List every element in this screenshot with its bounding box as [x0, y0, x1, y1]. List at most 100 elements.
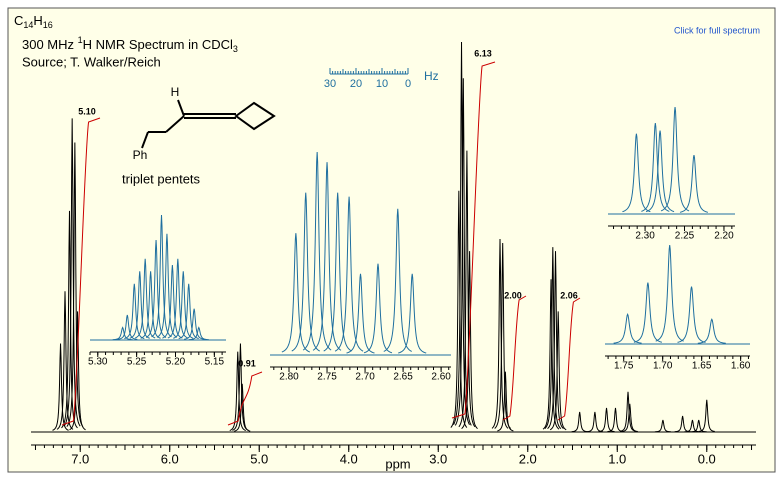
integral-label: 0.91	[238, 358, 256, 368]
peak	[129, 271, 150, 339]
peak	[188, 326, 209, 341]
peak	[450, 190, 468, 428]
integral-curve	[451, 61, 496, 419]
x-tick-label: 3.0	[429, 451, 447, 466]
structure	[141, 99, 276, 149]
integral-curve	[557, 297, 581, 421]
peak	[677, 286, 706, 343]
peak	[461, 251, 478, 430]
h-label: H	[171, 85, 180, 99]
integral-curve	[61, 117, 101, 426]
peak	[151, 214, 172, 338]
hz-tick-label: 20	[350, 78, 362, 90]
peak	[571, 411, 588, 433]
peak	[52, 343, 69, 431]
peak	[491, 239, 509, 429]
integral-label: 6.13	[474, 48, 492, 58]
peak	[549, 311, 567, 431]
title: 300 MHz 1H NMR Spectrum in CDCl3	[22, 35, 238, 54]
peak	[156, 233, 178, 338]
peak	[660, 106, 690, 212]
peak	[63, 118, 81, 427]
peak	[542, 279, 560, 430]
peak	[229, 351, 246, 431]
x-tick-label: 1.75	[614, 361, 634, 372]
peak	[547, 251, 564, 430]
peak	[645, 130, 675, 213]
source: Source; T. Walker/Reich	[22, 54, 161, 69]
formula-part: 14	[23, 20, 33, 30]
peak	[145, 239, 167, 338]
bond	[177, 99, 185, 117]
x-tick-label: 2.30	[635, 231, 655, 242]
hz-unit: Hz	[424, 69, 439, 83]
x-tick-label: 6.0	[161, 451, 179, 466]
peak	[184, 308, 205, 340]
peak	[598, 407, 615, 433]
x-tick-label: 2.65	[393, 372, 413, 383]
frame	[7, 7, 776, 473]
peak	[134, 258, 156, 339]
peak	[684, 419, 701, 433]
peak	[621, 403, 638, 432]
peak	[56, 291, 74, 430]
x-tick-label: 2.75	[317, 372, 337, 383]
title-part: 1	[78, 35, 83, 45]
x-tick-label: 7.0	[71, 451, 89, 466]
peak	[302, 151, 332, 351]
integral-label: 2.06	[560, 290, 578, 300]
peak	[497, 371, 514, 432]
peak	[124, 283, 145, 340]
caption: triplet pentets	[122, 171, 201, 186]
peak	[167, 258, 189, 339]
x-tick-label: 2.25	[675, 231, 695, 242]
peak	[654, 419, 671, 433]
x-tick-label: 5.15	[205, 357, 225, 368]
full-spectrum-link[interactable]: Click for full spectrum	[674, 25, 760, 35]
peak	[112, 326, 133, 341]
integral-label: 5.10	[78, 106, 96, 116]
hz-tick-label: 30	[324, 78, 336, 90]
x-tick-label: 1.60	[731, 361, 751, 372]
peak	[458, 150, 476, 428]
formula-part: 16	[43, 20, 53, 30]
x-tick-label: 0.0	[698, 451, 716, 466]
peak	[140, 271, 161, 339]
integral-curve	[227, 371, 263, 426]
peak	[544, 247, 562, 429]
x-tick-label: 5.30	[88, 357, 108, 368]
title-part: 300 MHz	[22, 37, 78, 52]
peak	[613, 312, 642, 344]
peak	[655, 244, 684, 342]
peak	[69, 311, 86, 431]
x-tick-label: 2.60	[431, 372, 451, 383]
title-part: 3	[233, 44, 238, 54]
x-tick-label: 5.20	[166, 357, 186, 368]
peak	[453, 42, 470, 425]
peak	[312, 162, 342, 351]
ph-label: Ph	[133, 148, 148, 162]
peak	[398, 273, 427, 354]
peak	[117, 314, 138, 340]
peak	[66, 142, 84, 427]
peak	[346, 273, 375, 354]
title-part: H NMR Spectrum in CDCl	[83, 37, 233, 52]
x-tick-label: 2.0	[519, 451, 537, 466]
ring	[234, 101, 276, 131]
peak	[383, 208, 412, 352]
peak	[291, 192, 320, 352]
formula-part: C	[14, 13, 23, 28]
peak	[698, 399, 715, 432]
peak	[334, 196, 364, 352]
peak	[323, 192, 352, 352]
hz-tick-label: 10	[376, 78, 388, 90]
peak	[61, 210, 78, 429]
integral-curve	[502, 295, 527, 421]
peak	[454, 78, 472, 426]
peak	[162, 264, 183, 339]
x-axis-label: ppm	[385, 456, 410, 471]
integral-label: 2.00	[504, 290, 522, 300]
bond	[165, 115, 185, 133]
x-tick-label: 2.70	[355, 372, 375, 383]
